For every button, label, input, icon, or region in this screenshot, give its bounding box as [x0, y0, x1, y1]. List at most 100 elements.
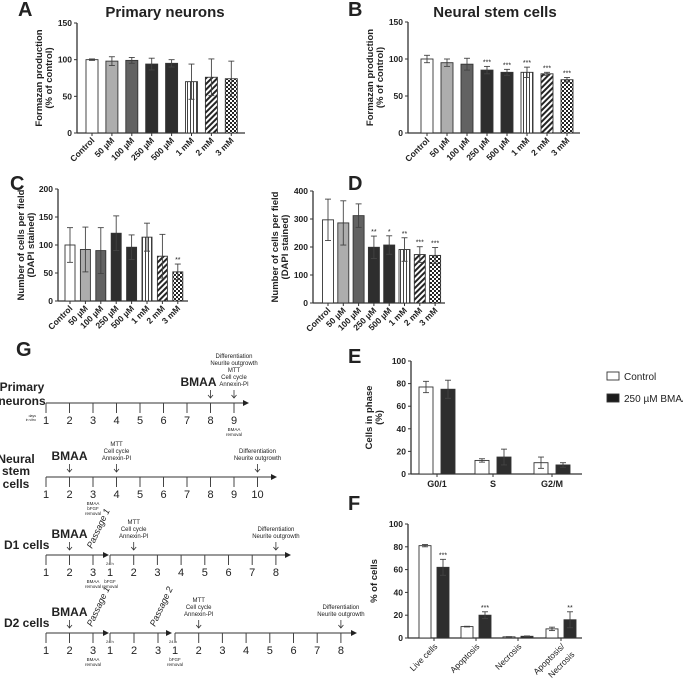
panel-label: D	[348, 173, 362, 195]
treatment-label: BMAA	[181, 375, 217, 389]
chart-panel-a: A Primary neurons 0 50 100 150 Formazan produc…	[18, 0, 245, 164]
day-label: 4	[113, 415, 119, 427]
y-tick-label: 150	[58, 18, 72, 28]
event-label: Cell cycle	[186, 605, 212, 611]
arrowhead-icon	[271, 474, 277, 480]
event-label: MTT	[193, 598, 206, 604]
event-label: Annexin-PI	[184, 612, 214, 618]
y-axis-label: Formazan production	[34, 29, 45, 126]
arrowhead-icon	[103, 630, 109, 636]
arrow-down-icon	[113, 464, 120, 473]
day-label: 6	[160, 415, 166, 427]
x-tick-label: Control	[68, 135, 96, 163]
day-label: 4	[178, 567, 184, 579]
x-tick-label: 3 mM	[160, 303, 182, 325]
timeline-row-name: Neural	[0, 452, 35, 466]
passage-label: Passage 1	[85, 585, 112, 628]
event-label: MTT	[128, 520, 141, 526]
day-label: 3	[90, 489, 96, 501]
bar	[560, 79, 574, 134]
bar	[480, 69, 494, 134]
day-label: 8	[207, 489, 213, 501]
event-label: Cell cycle	[104, 449, 130, 455]
timeline-row-name: neurons	[0, 394, 46, 408]
pre-label: days	[29, 414, 37, 418]
significance-marker: ***	[416, 240, 424, 247]
bar	[145, 63, 159, 134]
day-label: 3	[90, 567, 96, 579]
y-tick-label: 60	[397, 401, 407, 411]
bar	[520, 71, 534, 134]
panel-label: A	[18, 0, 32, 21]
significance-marker: *	[388, 229, 391, 236]
x-tick-label: Live cells	[408, 641, 440, 673]
day-label: 1	[43, 489, 49, 501]
y-tick-label: 0	[67, 128, 72, 138]
y-tick-label: 40	[397, 424, 407, 434]
x-tick-label: 1 mM	[173, 135, 195, 157]
day-label: 7	[249, 567, 255, 579]
chart-title: Primary neurons	[105, 4, 224, 21]
significance-marker: ***	[543, 65, 551, 72]
removal-label: BMAA	[228, 427, 241, 432]
gap-label: 24 h	[169, 639, 177, 644]
arrow-down-icon	[130, 542, 137, 551]
x-tick-label: G2/M	[541, 479, 563, 489]
x-tick-label: Necrosis	[493, 641, 523, 671]
event-label: Cell cycle	[121, 527, 147, 533]
timeline-row-name: stem	[2, 464, 30, 478]
y-tick-label: 100	[392, 356, 406, 366]
panel-label: F	[348, 493, 360, 515]
bar	[460, 626, 474, 639]
x-tick-label: Apoptosis	[448, 641, 481, 674]
day-label: 3	[154, 567, 160, 579]
chart-panel-f: F 0 20 40 60 80 100 % of cells *** Live cells *** A…	[348, 493, 582, 680]
day-label: 6	[290, 645, 296, 657]
arrow-down-icon	[66, 542, 73, 551]
event-label: Differentiation	[239, 449, 276, 455]
event-label: Cell cycle	[221, 375, 247, 381]
removal-label: removal	[167, 662, 183, 667]
significance-marker: **	[371, 229, 377, 236]
x-tick-label: 2 mM	[529, 135, 551, 157]
day-label: 7	[184, 489, 190, 501]
y-axis-label: (DAPI stained)	[280, 215, 291, 280]
legend-label: Control	[624, 372, 656, 383]
day-label: 3	[219, 645, 225, 657]
y-tick-label: 20	[394, 610, 404, 620]
removal-label: BMAA	[87, 501, 100, 506]
day-label: 4	[243, 645, 249, 657]
bar	[105, 60, 119, 134]
significance-marker: **	[175, 257, 181, 264]
day-label: 1	[172, 645, 178, 657]
removal-label: BMAA	[87, 657, 100, 662]
bar	[418, 386, 434, 475]
y-tick-label: 80	[397, 379, 407, 389]
x-tick-label: 2 mM	[193, 135, 215, 157]
legend-swatch	[606, 393, 620, 403]
chart-panel-e: E 0 20 40 60 80 100 Cells in phase (%) G0/1 S G2/M	[348, 346, 582, 489]
removal-label: removal	[85, 584, 101, 589]
y-tick-label: 100	[389, 54, 403, 64]
bar	[440, 388, 456, 475]
bar	[418, 545, 432, 639]
y-tick-label: 100	[58, 55, 72, 65]
day-label: 8	[338, 645, 344, 657]
day-label: 1	[43, 567, 49, 579]
removal-label: removal	[226, 432, 242, 437]
day-label: 4	[113, 489, 119, 501]
day-label: 5	[137, 415, 143, 427]
arrow-down-icon	[254, 464, 261, 473]
event-label: Differentiation	[322, 605, 359, 611]
bar	[436, 566, 450, 639]
significance-marker: ***	[483, 59, 491, 66]
significance-marker: ***	[563, 71, 571, 78]
removal-label: bFGF	[169, 657, 181, 662]
x-tick-label: 3 mM	[213, 135, 235, 157]
removal-label: removal	[85, 662, 101, 667]
panel-label: G	[16, 339, 32, 361]
